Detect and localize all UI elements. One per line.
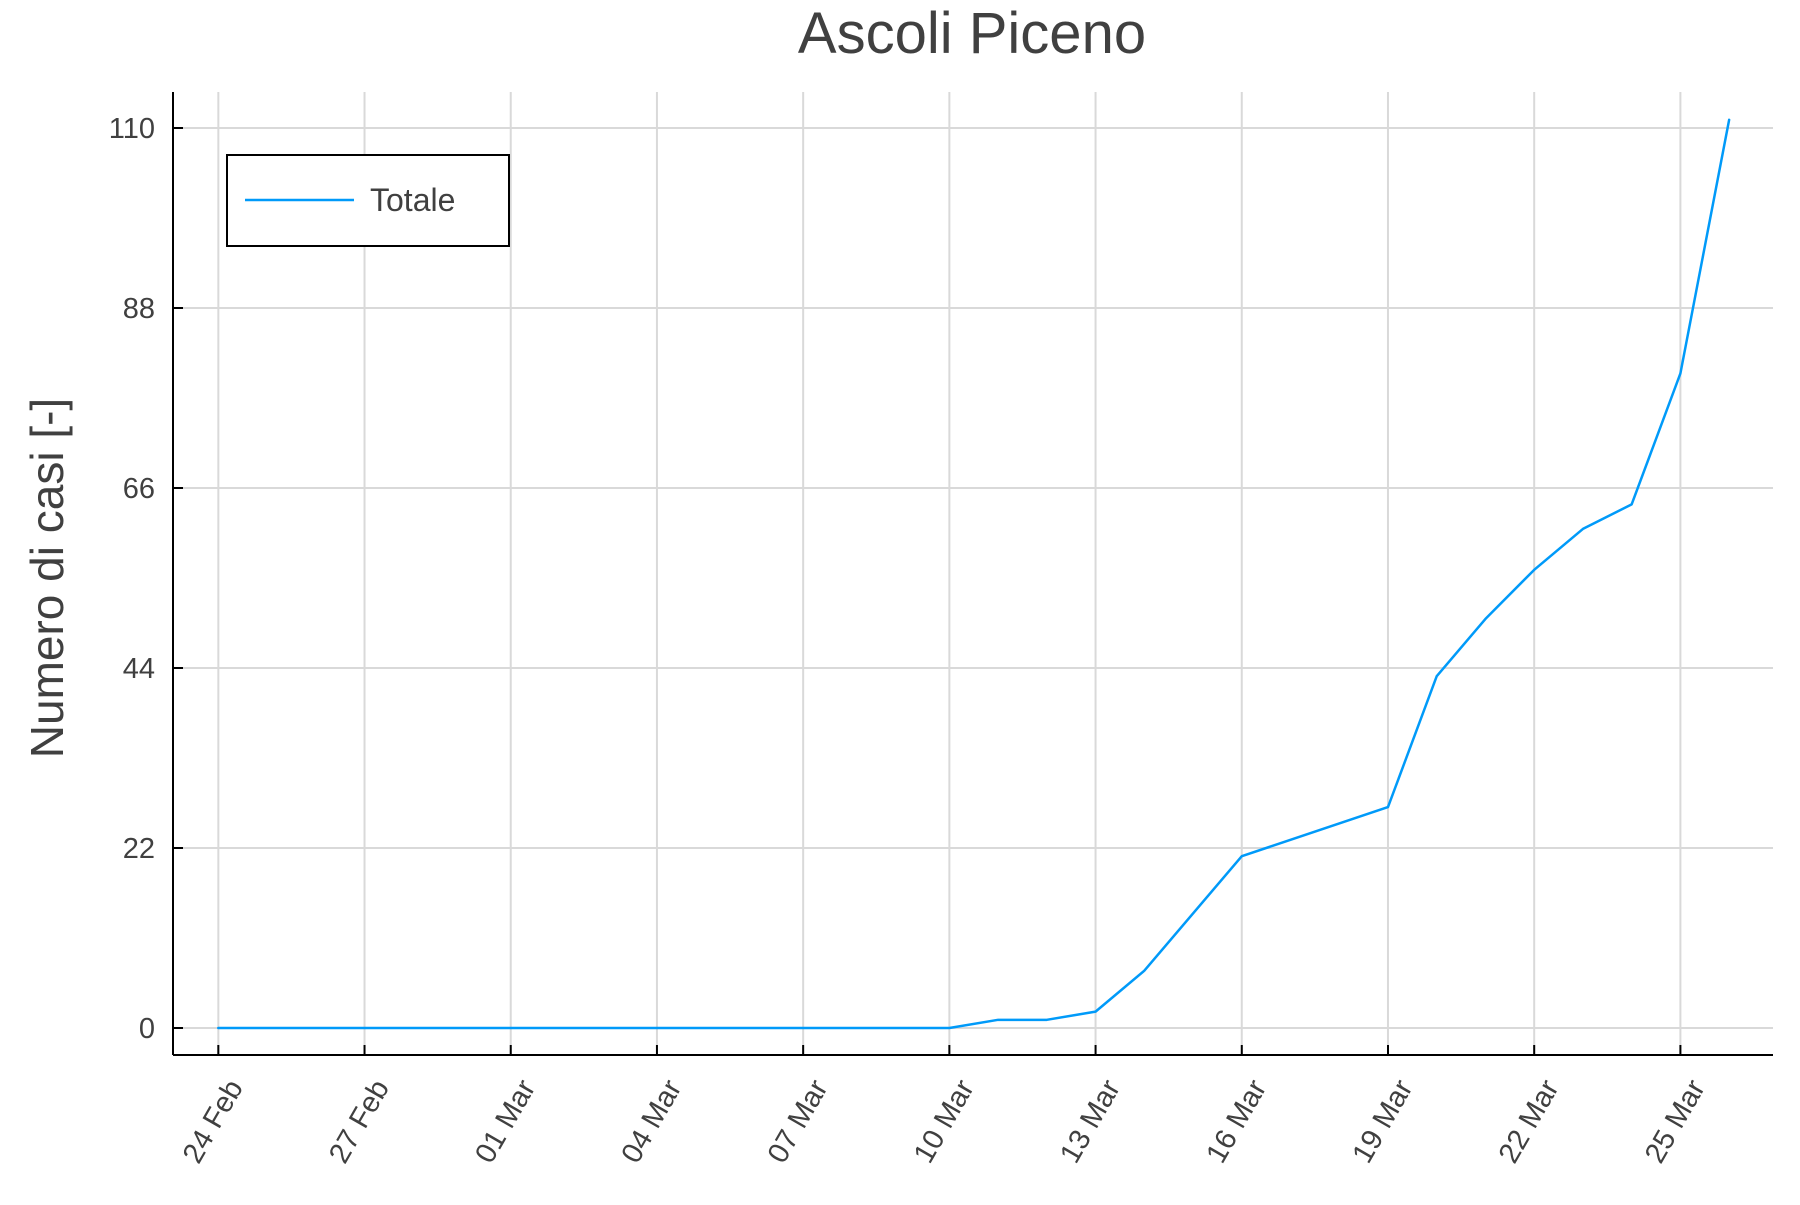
chart-title: Ascoli Piceno <box>798 1 1146 66</box>
y-tick-label: 0 <box>139 1013 155 1045</box>
legend: Totale <box>227 155 509 246</box>
legend-label-totale: Totale <box>370 182 455 218</box>
y-tick-label: 66 <box>123 473 155 505</box>
y-tick-label: 44 <box>123 653 155 685</box>
y-tick-label: 110 <box>109 113 155 145</box>
y-axis-label: Numero di casi [-] <box>21 398 73 758</box>
y-tick-label: 88 <box>123 293 155 325</box>
y-tick-label: 22 <box>123 833 155 865</box>
